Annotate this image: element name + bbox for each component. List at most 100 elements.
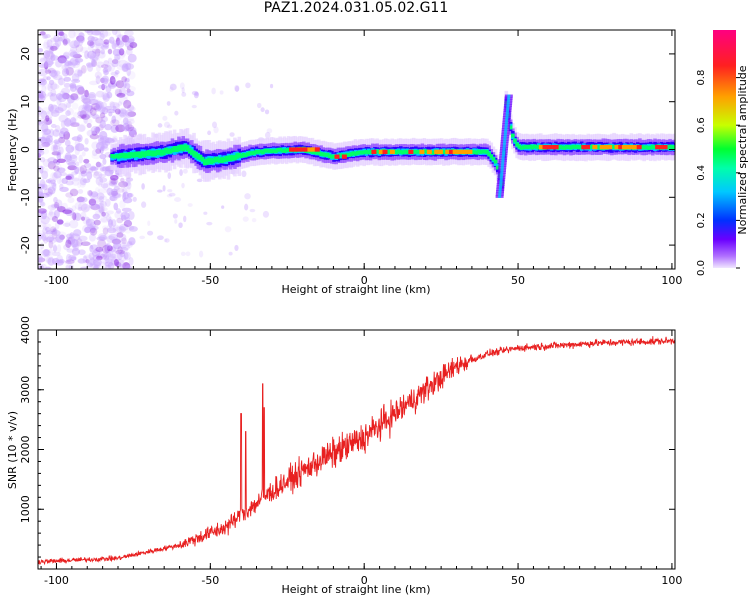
ridge-band-cell: [530, 145, 535, 150]
noise-speckle: [124, 124, 135, 132]
noise-speckle: [63, 244, 71, 251]
ridge-band-cell: [472, 150, 476, 154]
ridge-band-cell: [226, 155, 231, 161]
noise-speckle: [44, 83, 52, 90]
ridge-jump-cell: [502, 147, 506, 151]
noise-speckle: [203, 211, 208, 215]
ridge-band-cell: [573, 144, 578, 149]
noise-speckle: [75, 122, 80, 127]
noise-speckle: [78, 32, 85, 39]
noise-speckle: [47, 157, 57, 164]
noise-speckle: [69, 117, 77, 125]
noise-speckle: [90, 193, 99, 200]
noise-speckle: [59, 172, 67, 177]
noise-speckle: [69, 188, 79, 197]
noise-speckle: [76, 198, 84, 203]
noise-speckle: [70, 95, 80, 101]
noise-speckle: [127, 38, 135, 43]
noise-speckle: [38, 153, 42, 158]
noise-speckle: [100, 48, 105, 55]
noise-speckle: [269, 83, 274, 89]
noise-speckle: [122, 122, 130, 132]
noise-speckle: [109, 195, 116, 202]
noise-speckle: [97, 61, 105, 69]
noise-speckle: [119, 241, 128, 249]
ridge-band-cell: [474, 150, 478, 155]
noise-speckle: [92, 50, 101, 58]
noise-speckle: [91, 153, 101, 160]
noise-speckle: [38, 183, 45, 190]
noise-speckle: [63, 76, 72, 82]
ridge-band-cell: [405, 150, 410, 155]
ridge-peak-cell: [371, 149, 377, 155]
ridge-band-cell: [349, 152, 354, 156]
snr-x-tick-label: -50: [201, 574, 219, 587]
noise-speckle: [48, 210, 53, 216]
ridge-jump-cell: [504, 123, 508, 127]
ridge-band-cell: [487, 152, 491, 157]
ridge-band-cell: [196, 154, 201, 160]
noise-speckle: [91, 103, 101, 111]
noise-speckle: [221, 205, 225, 209]
noise-speckle: [78, 240, 83, 247]
noise-speckle: [92, 258, 102, 267]
noise-speckle: [59, 34, 66, 42]
ridge-jump-cell: [501, 156, 505, 160]
noise-speckle: [91, 130, 98, 136]
noise-speckle: [77, 188, 84, 194]
noise-speckle: [83, 116, 88, 124]
noise-speckle: [78, 104, 88, 114]
noise-speckle: [92, 213, 101, 220]
noise-speckle: [89, 107, 97, 116]
noise-speckle: [157, 123, 163, 128]
ridge-band-cell: [276, 147, 280, 152]
ridge-peak-cell: [603, 144, 609, 150]
ridge-band-cell: [131, 152, 136, 158]
noise-speckle: [112, 105, 117, 112]
ridge-band-cell: [190, 149, 194, 155]
ridge-band-cell: [358, 150, 362, 155]
noise-speckle: [79, 196, 88, 203]
noise-speckle: [45, 191, 53, 197]
noise-speckle: [98, 199, 104, 206]
noise-speckle: [88, 198, 97, 206]
noise-speckle: [40, 242, 45, 250]
noise-speckle: [52, 129, 60, 137]
spectrogram-y-tick-label: 10: [19, 95, 32, 109]
noise-speckle: [91, 141, 101, 150]
noise-speckle: [77, 67, 86, 74]
ridge-band-cell: [666, 145, 670, 150]
ridge-band-cell: [166, 148, 170, 154]
noise-speckle: [82, 224, 92, 233]
noise-speckle: [52, 144, 58, 153]
ridge-peak-cell: [636, 144, 642, 150]
ridge-peak-cell: [632, 144, 638, 150]
noise-speckle: [58, 146, 64, 155]
ridge-band-cell: [577, 145, 582, 150]
noise-speckle: [121, 181, 130, 187]
noise-speckle: [157, 235, 164, 241]
noise-speckle: [115, 208, 122, 214]
noise-speckle: [122, 185, 131, 194]
noise-speckle: [234, 244, 239, 251]
ridge-band-cell: [646, 146, 651, 150]
ridge-band-cell: [310, 150, 315, 154]
noise-speckle: [113, 202, 119, 211]
snr-y-tick-label: 1000: [19, 495, 32, 523]
spectrogram-y-tick-label: 20: [19, 47, 32, 61]
ridge-band-cell: [362, 150, 366, 155]
noise-speckle: [169, 83, 177, 91]
noise-speckle: [107, 262, 115, 269]
ridge-band-cell: [515, 142, 519, 147]
noise-speckle: [164, 238, 170, 243]
ridge-band-cell: [511, 133, 515, 138]
noise-speckle: [89, 40, 95, 49]
noise-speckle: [44, 266, 52, 269]
noise-speckle: [180, 251, 186, 256]
ridge-band-cell: [672, 145, 675, 150]
ridge-band-cell: [562, 145, 567, 150]
noise-speckle: [61, 64, 68, 73]
noise-speckle: [196, 178, 203, 183]
noise-speckle: [50, 123, 57, 128]
noise-speckle: [75, 143, 85, 152]
